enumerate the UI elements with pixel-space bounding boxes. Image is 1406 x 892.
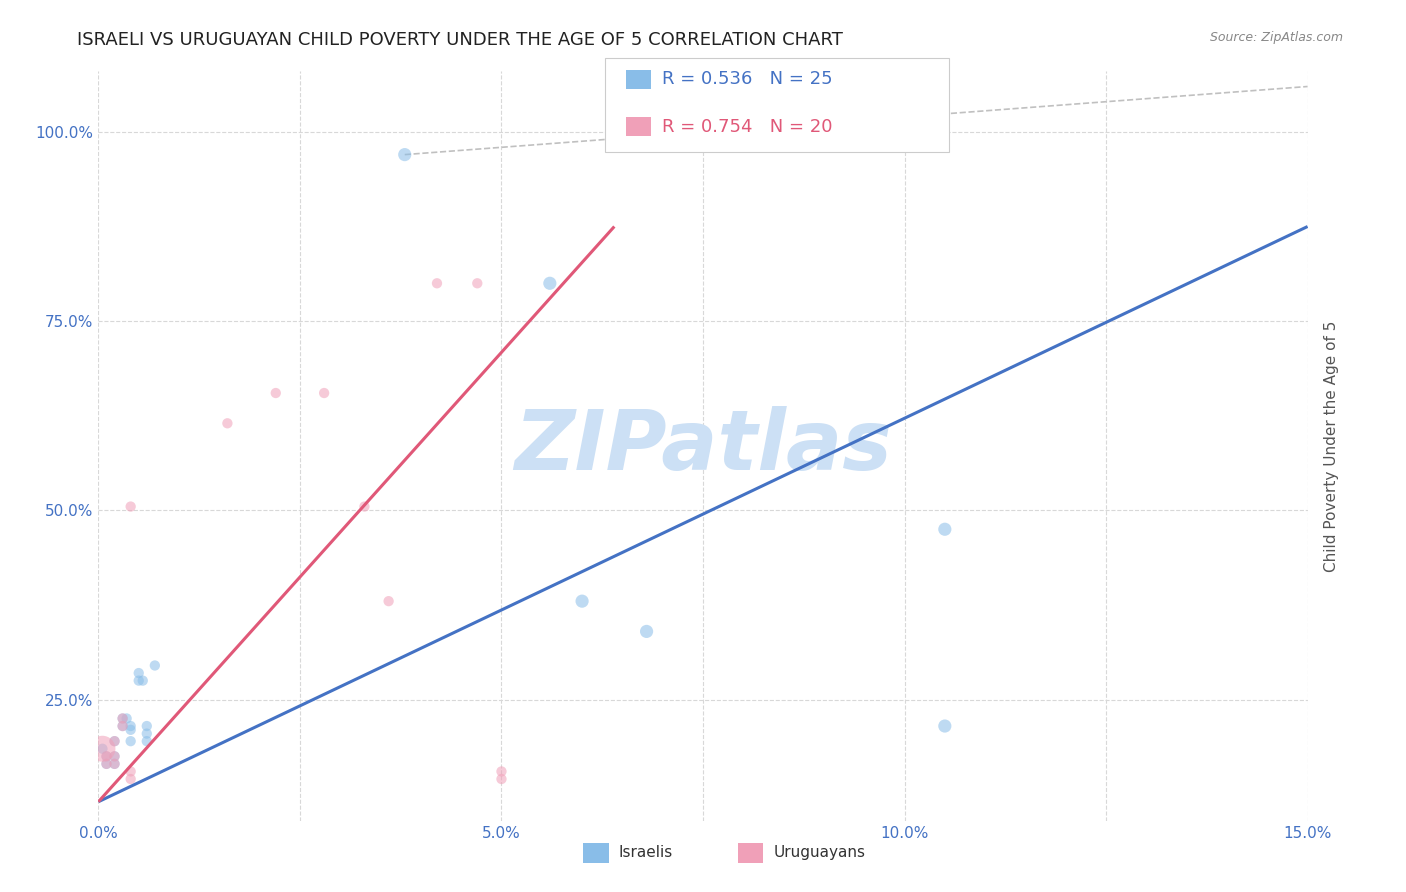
Point xyxy=(394,147,416,161)
Point xyxy=(111,711,134,725)
Point xyxy=(103,756,125,771)
Point xyxy=(314,386,336,401)
Point xyxy=(120,723,142,737)
Text: Israelis: Israelis xyxy=(619,846,673,860)
Point xyxy=(103,734,125,748)
Point xyxy=(120,764,142,779)
Point xyxy=(111,719,134,733)
Point xyxy=(103,734,125,748)
Point xyxy=(96,756,118,771)
Point xyxy=(111,711,134,725)
Point xyxy=(91,741,114,756)
Point xyxy=(111,719,134,733)
Point xyxy=(353,500,375,514)
Point xyxy=(135,719,157,733)
Point xyxy=(120,500,142,514)
Point xyxy=(120,772,142,786)
Point xyxy=(491,764,513,779)
Point xyxy=(128,666,150,681)
Point xyxy=(128,673,150,688)
Point xyxy=(143,658,166,673)
Y-axis label: Child Poverty Under the Age of 5: Child Poverty Under the Age of 5 xyxy=(1324,320,1340,572)
Point xyxy=(636,624,658,639)
Point xyxy=(96,749,118,764)
Point xyxy=(217,417,239,431)
Point xyxy=(934,522,956,536)
Point xyxy=(571,594,593,608)
Point xyxy=(135,734,157,748)
Point xyxy=(538,277,561,291)
Point xyxy=(491,772,513,786)
Text: R = 0.536   N = 25: R = 0.536 N = 25 xyxy=(662,70,832,88)
Point xyxy=(120,734,142,748)
Text: ZIPatlas: ZIPatlas xyxy=(515,406,891,486)
Point xyxy=(96,749,118,764)
Point xyxy=(264,386,287,401)
Point xyxy=(103,749,125,764)
Point xyxy=(115,711,138,725)
Point xyxy=(132,673,155,688)
Point xyxy=(465,277,488,291)
Text: Source: ZipAtlas.com: Source: ZipAtlas.com xyxy=(1209,31,1343,45)
Point xyxy=(377,594,399,608)
Point xyxy=(103,756,125,771)
Text: Uruguayans: Uruguayans xyxy=(773,846,865,860)
Point xyxy=(426,277,449,291)
Point xyxy=(120,719,142,733)
Point xyxy=(103,749,125,764)
Point xyxy=(96,756,118,771)
Point xyxy=(934,719,956,733)
Text: ISRAELI VS URUGUAYAN CHILD POVERTY UNDER THE AGE OF 5 CORRELATION CHART: ISRAELI VS URUGUAYAN CHILD POVERTY UNDER… xyxy=(77,31,844,49)
Point xyxy=(91,741,114,756)
Text: R = 0.754   N = 20: R = 0.754 N = 20 xyxy=(662,118,832,136)
Point xyxy=(135,726,157,740)
